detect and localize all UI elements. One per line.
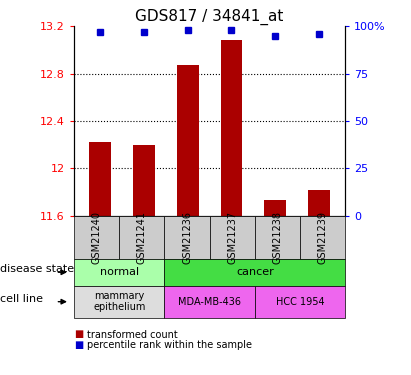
- Text: percentile rank within the sample: percentile rank within the sample: [87, 340, 252, 350]
- Bar: [308, 190, 330, 216]
- Title: GDS817 / 34841_at: GDS817 / 34841_at: [135, 9, 284, 25]
- Bar: [89, 142, 111, 216]
- Text: cell line: cell line: [0, 294, 44, 304]
- Text: normal: normal: [99, 267, 139, 277]
- Bar: [177, 65, 199, 216]
- Text: HCC 1954: HCC 1954: [276, 297, 324, 307]
- Bar: [221, 40, 242, 216]
- Text: disease state: disease state: [0, 264, 74, 274]
- Text: cancer: cancer: [236, 267, 274, 277]
- Text: GSM21241: GSM21241: [137, 211, 147, 264]
- Text: mammary
epithelium: mammary epithelium: [93, 291, 145, 312]
- Text: ■: ■: [74, 340, 83, 350]
- Text: transformed count: transformed count: [87, 330, 178, 339]
- Text: GSM21238: GSM21238: [272, 211, 282, 264]
- Text: GSM21237: GSM21237: [227, 211, 237, 264]
- Text: GSM21236: GSM21236: [182, 211, 192, 264]
- Text: GSM21240: GSM21240: [92, 211, 102, 264]
- Text: ■: ■: [74, 330, 83, 339]
- Text: MDA-MB-436: MDA-MB-436: [178, 297, 241, 307]
- Bar: [133, 145, 155, 216]
- Bar: [264, 200, 286, 216]
- Text: GSM21239: GSM21239: [318, 211, 328, 264]
